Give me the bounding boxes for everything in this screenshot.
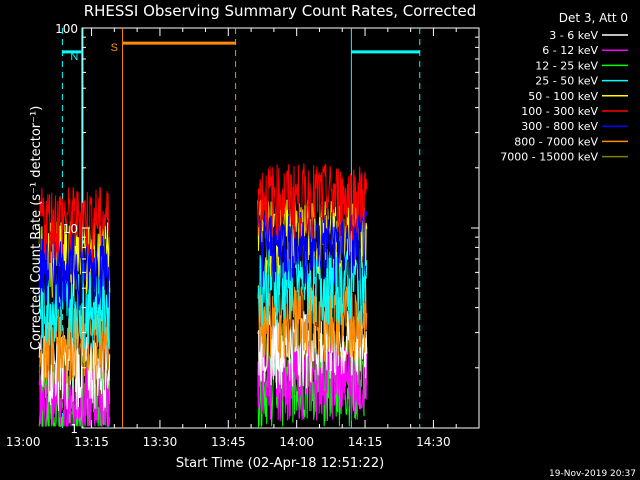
x-tick-label: 14:15 [348, 435, 383, 449]
legend-title: Det 3, Att 0 [559, 11, 628, 25]
series-25-50kev [257, 248, 368, 327]
x-tick-label: 13:30 [143, 435, 178, 449]
y-tick-label: 1 [70, 422, 78, 436]
flag-s-label: S [111, 42, 118, 54]
x-tick-label: 13:15 [74, 435, 109, 449]
legend-item-label: 7000 - 15000 keV [500, 151, 598, 164]
series-3-6kev [38, 334, 111, 412]
x-tick-label: 14:00 [279, 435, 314, 449]
series-300-800kev [38, 233, 111, 311]
y-axis-label: Corrected Count Rate (s⁻¹ detector⁻¹) [29, 106, 44, 351]
y-tick-label: 10 [63, 222, 78, 236]
x-tick-label: 13:00 [6, 435, 41, 449]
legend-item-label: 25 - 50 keV [535, 75, 598, 88]
series-3-6kev [257, 310, 368, 389]
y-tick-label: 100 [55, 22, 78, 36]
series-100-300kev [257, 163, 368, 241]
flag-n-label: N [70, 51, 78, 63]
x-tick-label: 14:30 [416, 435, 451, 449]
legend-item-label: 6 - 12 keV [542, 44, 598, 57]
legend-item-label: 800 - 7000 keV [514, 135, 598, 148]
y-axis: 1 10 100 [55, 22, 479, 436]
legend-item-label: 100 - 300 keV [521, 105, 598, 118]
x-tick-label: 13:45 [211, 435, 246, 449]
timestamp: 19-Nov-2019 20:37 [549, 469, 636, 479]
legend-item-label: 50 - 100 keV [528, 90, 598, 103]
legend-item-label: 300 - 800 keV [521, 120, 598, 133]
series-100-300kev [38, 186, 111, 264]
series-25-50kev [38, 271, 111, 349]
legend: Det 3, Att 0 3 - 6 keV 6 - 12 keV 12 - 25 … [500, 11, 628, 164]
series-layer [38, 163, 368, 429]
chart-title: RHESSI Observing Summary Count Rates, Co… [84, 2, 477, 20]
x-axis: 13:00 13:15 13:30 13:45 14:00 14:15 14:30 [6, 28, 457, 449]
legend-item-label: 12 - 25 keV [535, 59, 598, 72]
legend-item-label: 3 - 6 keV [549, 29, 598, 42]
x-axis-label: Start Time (02-Apr-18 12:51:22) [176, 456, 384, 471]
